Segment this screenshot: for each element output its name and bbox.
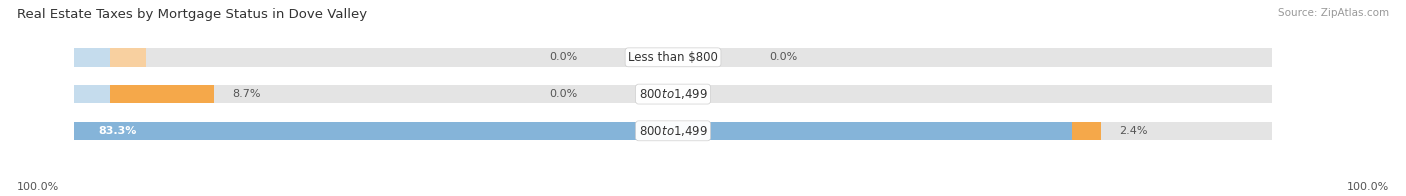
Text: Source: ZipAtlas.com: Source: ZipAtlas.com [1278,8,1389,18]
Text: 100.0%: 100.0% [1347,182,1389,192]
Bar [110,85,214,103]
Bar [110,48,146,66]
Bar [75,122,1071,140]
Text: 83.3%: 83.3% [98,126,136,136]
Text: Real Estate Taxes by Mortgage Status in Dove Valley: Real Estate Taxes by Mortgage Status in … [17,8,367,21]
Text: 0.0%: 0.0% [769,52,797,62]
Text: 8.7%: 8.7% [232,89,260,99]
Text: 100.0%: 100.0% [17,182,59,192]
Bar [75,122,1272,140]
Text: Less than $800: Less than $800 [628,51,718,64]
Bar [75,85,110,103]
Text: 2.4%: 2.4% [1119,126,1147,136]
Bar [75,85,1272,103]
Text: $800 to $1,499: $800 to $1,499 [638,87,707,101]
Text: 0.0%: 0.0% [548,52,578,62]
Bar [75,48,1272,66]
Text: 0.0%: 0.0% [548,89,578,99]
Bar [75,48,110,66]
Bar [1071,122,1101,140]
Text: $800 to $1,499: $800 to $1,499 [638,124,707,138]
